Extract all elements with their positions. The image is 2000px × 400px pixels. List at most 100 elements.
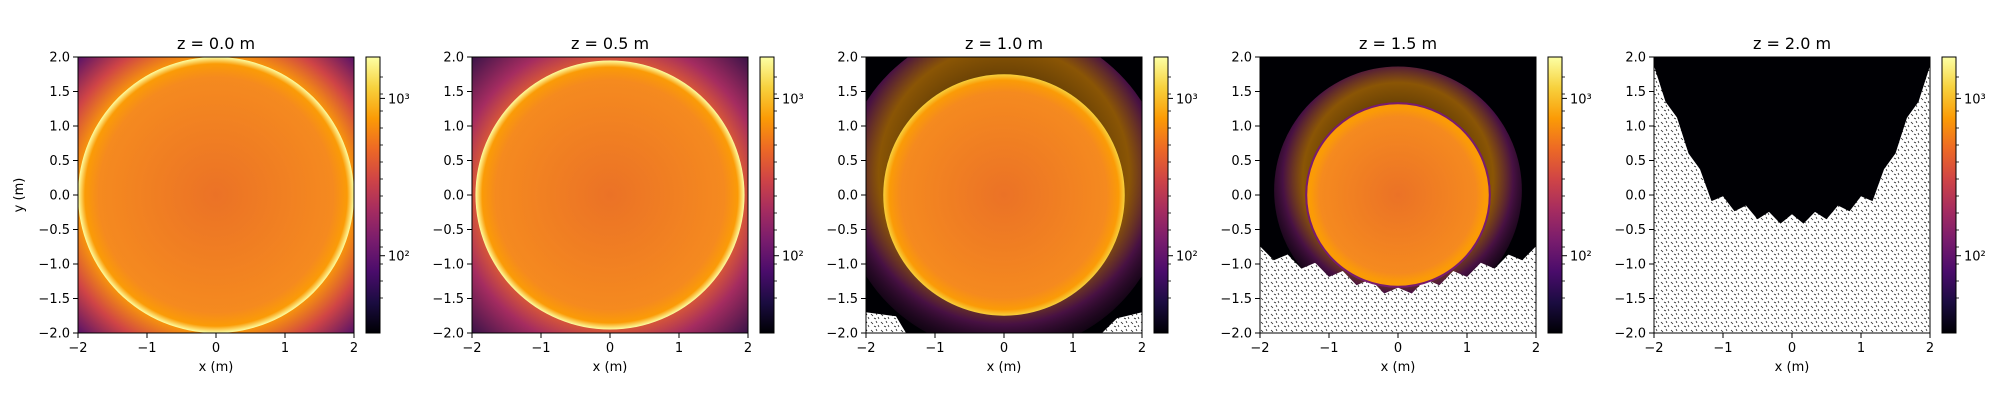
x-tick-label: 1: [1069, 341, 1077, 356]
heatmap-panel: z = 0.5 m −2 −1 0 1 2 2.0 1.5 1.0 0.5 0.0 −0.5 −1.0 −…: [432, 34, 803, 375]
y-tick-label: −0.5: [1220, 223, 1252, 238]
y-tick-label: −1.0: [826, 258, 858, 273]
x-tick-label: −2: [462, 341, 481, 356]
y-tick-label: −1.0: [38, 258, 70, 273]
heatmap-panel: z = 1.0 m −2 −1 0 1 2 2.0 1.5 1.0 0.5 0.0 −0.5 −1.0 −…: [826, 34, 1198, 375]
y-axis-label: y (m): [12, 178, 27, 213]
y-tick-label: 1.0: [1625, 120, 1646, 135]
y-tick-label: −2.0: [1614, 327, 1646, 342]
x-tick-label: 0: [1788, 341, 1796, 356]
colorbar-tick-label: 10²: [782, 250, 804, 265]
y-tick-label: −2.0: [1220, 327, 1252, 342]
y-tick-label: 1.5: [1231, 85, 1252, 100]
y-tick-label: −2.0: [432, 327, 464, 342]
x-tick-label: 0: [1000, 341, 1008, 356]
x-tick-label: −1: [925, 341, 944, 356]
beam-disk: [883, 74, 1125, 316]
y-tick-label: 2.0: [1231, 51, 1252, 66]
colorbar-tick-label: 10²: [1964, 250, 1986, 265]
x-axis-label: x (m): [987, 360, 1022, 375]
panel-title: z = 1.0 m: [965, 34, 1043, 53]
y-tick-label: 1.0: [1231, 120, 1252, 135]
x-tick-label: 0: [1394, 341, 1402, 356]
heatmap-panel: z = 0.0 m −2 −1 0 1 2 2.0 1.5 1.0 0.5 0.0 −0.5 −1.0 −…: [12, 34, 410, 375]
x-tick-label: 2: [744, 341, 752, 356]
panel-title: z = 0.5 m: [571, 34, 649, 53]
y-tick-label: 0.5: [49, 154, 70, 169]
colorbar-tick-label: 10³: [782, 92, 804, 107]
x-axis-label: x (m): [199, 360, 234, 375]
x-tick-label: 2: [1926, 341, 1934, 356]
y-tick-label: −0.5: [1614, 223, 1646, 238]
x-tick-label: 2: [1532, 341, 1540, 356]
beam-disk: [78, 57, 354, 333]
colorbar-tick-label: 10³: [388, 92, 410, 107]
y-tick-label: −1.0: [432, 258, 464, 273]
x-tick-label: −1: [137, 341, 156, 356]
colorbar-tick-label: 10³: [1176, 92, 1198, 107]
x-tick-label: −2: [1644, 341, 1663, 356]
colorbar: 10² 10³: [365, 56, 410, 334]
panel-title: z = 0.0 m: [177, 34, 255, 53]
y-tick-label: 2.0: [837, 51, 858, 66]
y-tick-label: 2.0: [49, 51, 70, 66]
y-tick-label: 1.5: [443, 85, 464, 100]
y-tick-label: −2.0: [38, 327, 70, 342]
empty-region: [1654, 65, 1930, 333]
y-tick-label: −1.0: [1614, 258, 1646, 273]
y-tick-label: 0.5: [1625, 154, 1646, 169]
y-tick-label: 1.5: [1625, 85, 1646, 100]
y-tick-label: −1.5: [1614, 292, 1646, 307]
x-tick-label: −1: [1319, 341, 1338, 356]
panel-title: z = 1.5 m: [1359, 34, 1437, 53]
colorbar-tick-label: 10²: [388, 250, 410, 265]
beam-disk: [475, 60, 745, 330]
colorbar: 10² 10³: [1153, 56, 1198, 334]
y-tick-label: 2.0: [1625, 51, 1646, 66]
colorbar: 10² 10³: [759, 56, 804, 334]
y-tick-label: 1.0: [49, 120, 70, 135]
heatmap-panel: z = 2.0 m −2 −1 0 1 2 2.0 1.5 1.0 0.5 0.0 −0.5 −1.0 −…: [1614, 34, 1985, 375]
y-tick-label: −2.0: [826, 327, 858, 342]
y-tick-label: 1.0: [837, 120, 858, 135]
y-tick-label: −1.5: [432, 292, 464, 307]
y-tick-label: 1.5: [837, 85, 858, 100]
y-tick-label: 1.5: [49, 85, 70, 100]
empty-region: [1102, 312, 1142, 333]
colorbar-tick-label: 10³: [1964, 92, 1986, 107]
x-tick-label: 0: [606, 341, 614, 356]
x-tick-label: 2: [1138, 341, 1146, 356]
x-tick-label: 2: [350, 341, 358, 356]
x-tick-label: −2: [856, 341, 875, 356]
colorbar-tick-label: 10²: [1570, 250, 1592, 265]
x-tick-label: 1: [675, 341, 683, 356]
colorbar-tick-label: 10²: [1176, 250, 1198, 265]
panel-title: z = 2.0 m: [1753, 34, 1831, 53]
y-tick-label: 0.0: [49, 189, 70, 204]
y-tick-label: −1.0: [1220, 258, 1252, 273]
y-tick-label: 0.5: [837, 154, 858, 169]
y-tick-label: 1.0: [443, 120, 464, 135]
y-tick-label: −0.5: [826, 223, 858, 238]
x-axis-label: x (m): [1381, 360, 1416, 375]
x-tick-label: 1: [281, 341, 289, 356]
x-tick-label: −2: [68, 341, 87, 356]
x-tick-label: −2: [1250, 341, 1269, 356]
y-tick-label: 0.0: [443, 189, 464, 204]
y-tick-label: 0.0: [837, 189, 858, 204]
x-tick-label: 1: [1463, 341, 1471, 356]
x-tick-label: −1: [1713, 341, 1732, 356]
y-tick-label: −0.5: [432, 223, 464, 238]
empty-region: [866, 312, 906, 333]
y-tick-label: 0.0: [1231, 189, 1252, 204]
y-tick-label: −1.5: [1220, 292, 1252, 307]
heatmap-panel: z = 1.5 m −2 −1 0 1 2 2.0 1.5 1.0 0.5 0.0 −0.5 −1.0 −…: [1220, 34, 1591, 375]
y-tick-label: 0.0: [1625, 189, 1646, 204]
y-tick-label: 2.0: [443, 51, 464, 66]
y-tick-label: 0.5: [443, 154, 464, 169]
y-tick-label: −0.5: [38, 223, 70, 238]
x-tick-label: 0: [212, 341, 220, 356]
x-axis-label: x (m): [593, 360, 628, 375]
colorbar: 10² 10³: [1941, 56, 1986, 334]
